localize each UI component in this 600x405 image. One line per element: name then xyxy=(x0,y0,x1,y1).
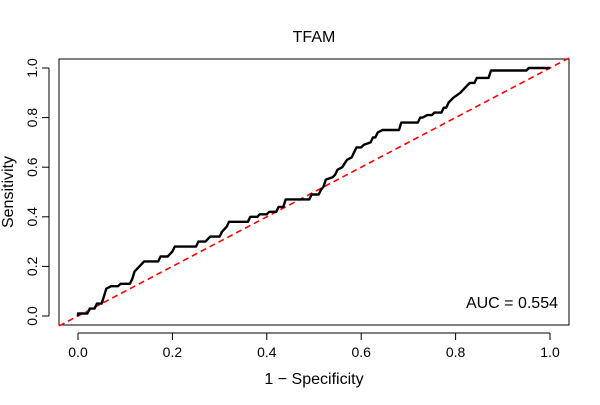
x-tick-label: 0.0 xyxy=(68,344,88,360)
x-tick-label: 0.8 xyxy=(446,344,466,360)
diagonal-reference-line xyxy=(58,57,570,327)
x-tick-label: 0.6 xyxy=(351,344,371,360)
y-axis-title: Sensitivity xyxy=(0,156,17,228)
x-axis: 0.0 0.2 0.4 0.6 0.8 1.0 xyxy=(68,332,560,360)
y-tick-label: 0.2 xyxy=(24,256,40,276)
plot-frame xyxy=(58,58,570,326)
x-axis-title: 1 − Specificity xyxy=(264,371,363,388)
y-axis: 0.0 0.2 0.4 0.6 0.8 1.0 xyxy=(24,58,50,326)
y-tick-label: 1.0 xyxy=(24,58,40,78)
x-tick-label: 1.0 xyxy=(540,344,560,360)
chart-title: TFAM xyxy=(293,29,336,46)
roc-curve-line xyxy=(76,66,550,316)
y-tick-label: 0.0 xyxy=(24,306,40,326)
auc-annotation: AUC = 0.554 xyxy=(466,295,558,312)
y-tick-label: 0.8 xyxy=(24,108,40,128)
y-tick-label: 0.6 xyxy=(24,157,40,177)
x-tick-label: 0.2 xyxy=(163,344,183,360)
x-tick-label: 0.4 xyxy=(257,344,277,360)
y-tick-label: 0.4 xyxy=(24,207,40,227)
